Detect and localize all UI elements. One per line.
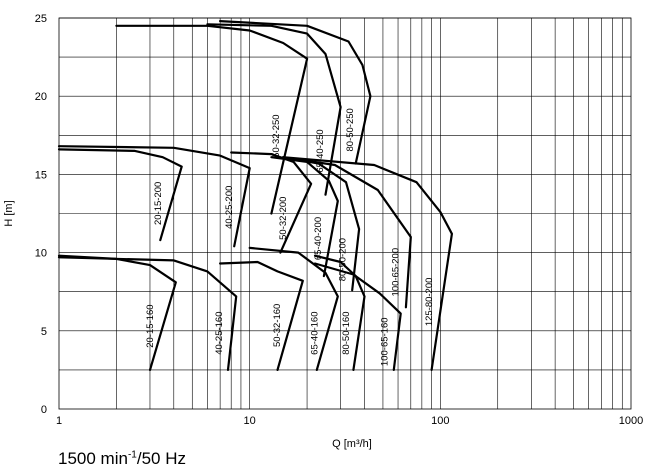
pump-curve-50-32-200 [230,151,313,254]
x-tick-label: 1000 [619,415,643,427]
curve-label-80-50-160: 80-50-160 [341,311,352,354]
pump-curve-20-15-160 [57,254,177,371]
curve-label-50-32-250: 50-32-250 [271,114,282,157]
x-axis-title: Q [m³/h] [332,438,372,450]
pump-curve-100-65-200 [282,156,412,309]
curve-label-20-15-160: 20-15-160 [145,304,156,347]
y-axis-title: H [m] [3,200,15,226]
curve-label-65-40-200: 65-40-200 [313,217,324,260]
curves [57,20,453,371]
y-tick-label: 20 [35,91,47,103]
y-tick-label: 25 [35,13,47,25]
pump-curve-80-50-250 [219,20,372,165]
pump-performance-chart: 20-15-160 40-25-160 50-32-160 65-40-160 80-5… [3,13,643,450]
curve-label-40-25-200: 40-25-200 [224,186,235,229]
curve-label-80-50-200: 80-50-200 [338,238,349,281]
curve-label-100-65-160: 100-65-160 [379,317,390,366]
y-tick-label: 0 [41,404,47,416]
curve-label-125-80-200: 125-80-200 [424,278,435,327]
curve-label-40-25-160: 40-25-160 [214,311,225,354]
y-tick-label: 10 [35,248,47,260]
pump-curve-65-40-250 [206,23,342,196]
pump-curve-20-15-200 [57,148,183,242]
speed-frequency-note: 1500 min-1/50 Hz [58,449,186,468]
curve-label-65-40-160: 65-40-160 [309,311,320,354]
x-tick-label: 10 [244,415,256,427]
pump-curve-40-25-200 [57,145,251,248]
pump-curve-100-65-160 [313,262,402,371]
curve-labels: 20-15-160 40-25-160 50-32-160 65-40-160 80-5… [145,108,435,366]
y-tick-labels: 0 5 10 15 20 25 [35,13,47,416]
pump-curve-50-32-250 [115,24,309,215]
pump-curve-125-80-200 [282,156,453,371]
x-tick-label: 100 [431,415,449,427]
curve-label-50-32-160: 50-32-160 [272,304,283,347]
y-tick-label: 15 [35,169,47,181]
y-tick-label: 5 [41,326,47,338]
x-tick-label: 1 [56,415,62,427]
curve-label-50-32-200: 50-32-200 [278,197,289,240]
plot-frame [58,17,632,410]
x-tick-labels: 1 10 100 1000 [56,415,643,427]
curve-label-100-65-200: 100-65-200 [390,248,401,297]
pump-curve-50-32-160 [219,260,304,371]
curve-label-80-50-250: 80-50-250 [345,108,356,151]
chart-svg: 20-15-160 40-25-160 50-32-160 65-40-160 80-5… [3,13,643,450]
curve-label-65-40-250: 65-40-250 [315,129,326,172]
curve-label-20-15-200: 20-15-200 [153,182,164,225]
pump-curve-40-25-160 [57,256,238,371]
